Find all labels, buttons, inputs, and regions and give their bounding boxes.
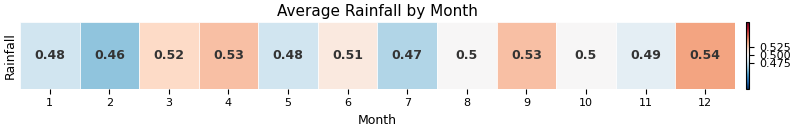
Bar <box>139 22 198 89</box>
Bar <box>497 22 556 89</box>
Title: Average Rainfall by Month: Average Rainfall by Month <box>277 4 478 19</box>
Text: 0.48: 0.48 <box>34 49 65 62</box>
Text: 0.53: 0.53 <box>511 49 542 62</box>
Text: 0.53: 0.53 <box>213 49 244 62</box>
X-axis label: Month: Month <box>358 114 397 127</box>
Bar <box>437 22 497 89</box>
Bar <box>79 22 139 89</box>
Bar <box>378 22 437 89</box>
Y-axis label: Rainfall: Rainfall <box>4 32 17 79</box>
Text: 0.5: 0.5 <box>456 49 478 62</box>
Text: 0.49: 0.49 <box>630 49 661 62</box>
Bar <box>258 22 318 89</box>
Text: 0.54: 0.54 <box>690 49 721 62</box>
Text: 0.48: 0.48 <box>273 49 303 62</box>
Text: 0.47: 0.47 <box>392 49 422 62</box>
Bar <box>318 22 378 89</box>
Bar <box>556 22 616 89</box>
Text: 0.46: 0.46 <box>94 49 125 62</box>
Text: 0.51: 0.51 <box>332 49 363 62</box>
Bar <box>675 22 735 89</box>
Bar <box>198 22 258 89</box>
Bar <box>616 22 675 89</box>
Text: 0.5: 0.5 <box>575 49 597 62</box>
Bar <box>20 22 79 89</box>
Text: 0.52: 0.52 <box>154 49 184 62</box>
